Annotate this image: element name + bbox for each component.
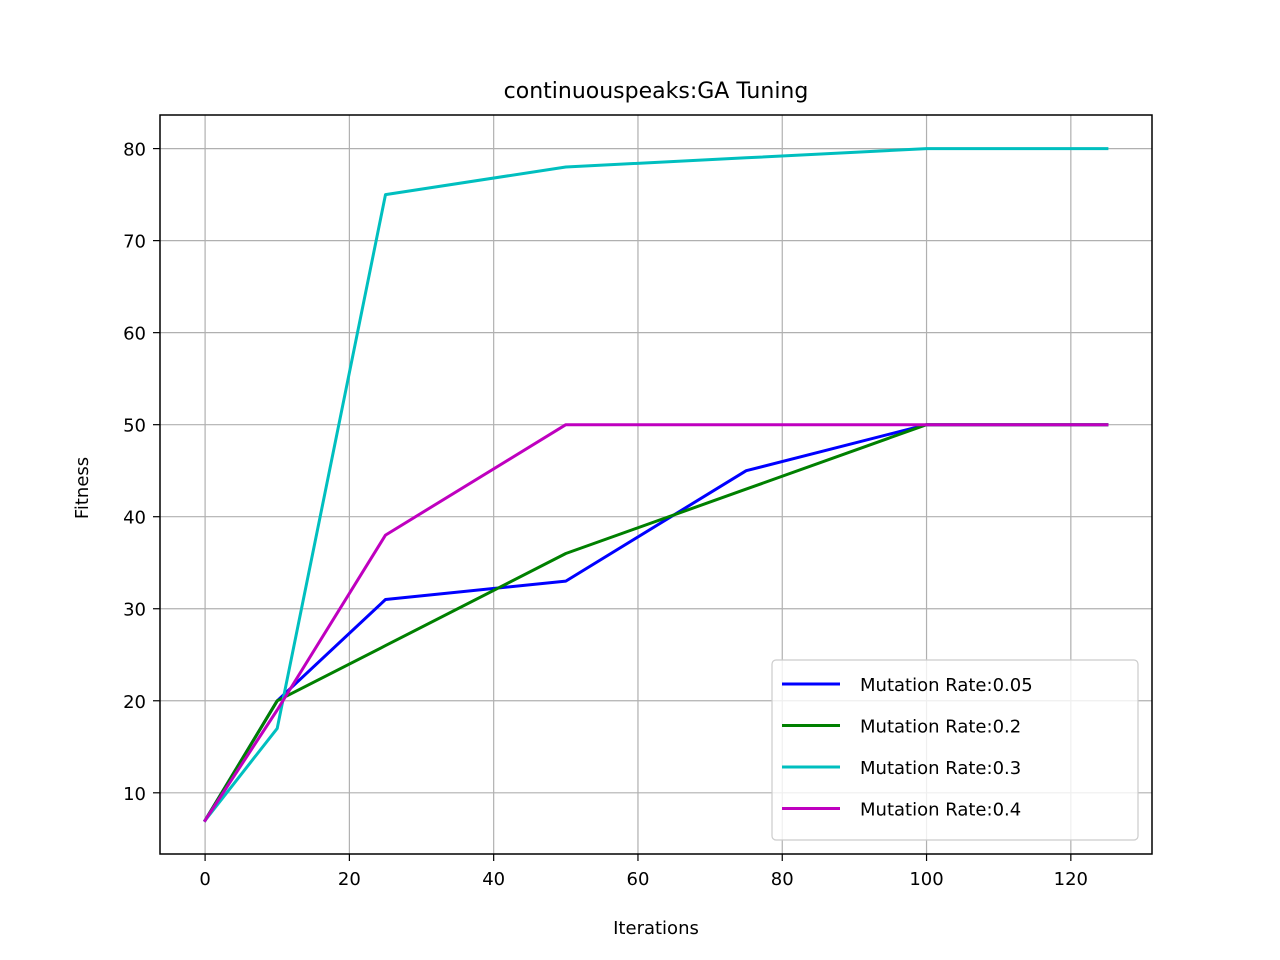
y-axis-label: Fitness xyxy=(72,457,93,519)
y-tick-label: 80 xyxy=(123,140,146,161)
y-tick-label: 60 xyxy=(123,324,146,345)
x-tick-label: 100 xyxy=(909,869,943,890)
y-tick-label: 70 xyxy=(123,232,146,253)
grid xyxy=(160,115,1152,854)
x-tick-label: 20 xyxy=(338,869,361,890)
x-tick-label: 60 xyxy=(627,869,650,890)
x-tick-label: 80 xyxy=(771,869,794,890)
plot-frame xyxy=(159,114,1153,855)
x-tick-label: 120 xyxy=(1054,869,1088,890)
chart-title: continuouspeaks:GA Tuning xyxy=(504,79,809,104)
series-line-3 xyxy=(203,423,1109,823)
x-tick-label: 40 xyxy=(482,869,505,890)
y-tick-label: 50 xyxy=(123,416,146,437)
x-axis-label: Iterations xyxy=(613,918,699,939)
series-layer xyxy=(202,147,1109,823)
legend-label-0: Mutation Rate:0.05 xyxy=(860,675,1033,696)
y-tick-label: 40 xyxy=(123,508,146,529)
y-tick-label: 20 xyxy=(123,692,146,713)
y-tick-label: 10 xyxy=(123,784,146,805)
series-line-2 xyxy=(202,147,1109,823)
legend-label-3: Mutation Rate:0.4 xyxy=(860,800,1021,821)
legend-label-2: Mutation Rate:0.3 xyxy=(860,758,1021,779)
x-tick-label: 0 xyxy=(199,869,210,890)
ticks: 0 20 40 60 80 100 120 10 20 30 40 50 60 70 80 xyxy=(123,140,1088,890)
legend-box xyxy=(771,659,1139,841)
y-tick-label: 30 xyxy=(123,600,146,621)
legend-label-1: Mutation Rate:0.2 xyxy=(860,717,1021,738)
legend: Mutation Rate:0.05 Mutation Rate:0.2 Mutat… xyxy=(771,659,1139,841)
